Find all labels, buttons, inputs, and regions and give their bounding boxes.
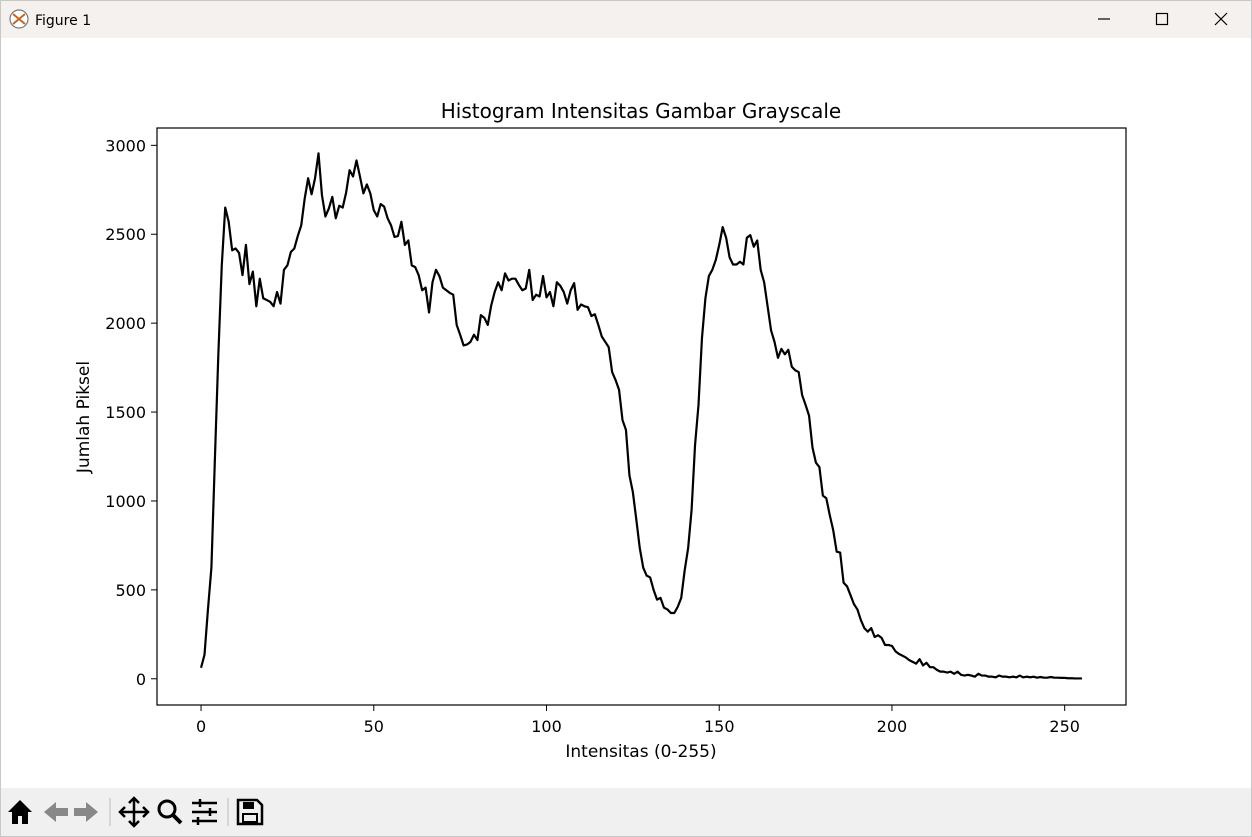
x-tick-label: 100 (531, 717, 562, 736)
chart-title: Histogram Intensitas Gambar Grayscale (441, 99, 841, 123)
y-tick-label: 2000 (105, 314, 146, 333)
y-tick-label: 0 (136, 670, 146, 689)
home-button[interactable] (8, 800, 32, 824)
back-button[interactable] (44, 802, 68, 822)
x-tick-label: 0 (196, 717, 206, 736)
pan-button[interactable] (118, 796, 150, 828)
y-tick-label: 3000 (105, 136, 146, 155)
data-line (199, 152, 1082, 680)
y-tick-label: 1000 (105, 492, 146, 511)
window-title: Figure 1 (35, 13, 91, 29)
zoom-button[interactable] (157, 799, 183, 825)
app-icon (9, 9, 29, 29)
save-button[interactable] (236, 798, 264, 826)
close-button[interactable] (1214, 12, 1228, 26)
x-tick-label: 250 (1049, 717, 1080, 736)
forward-button[interactable] (74, 802, 98, 822)
y-tick-label: 500 (115, 581, 146, 600)
y-tick-label: 2500 (105, 225, 146, 244)
maximize-button[interactable] (1155, 12, 1169, 26)
toolbar (1, 788, 1251, 836)
x-tick-label: 150 (704, 717, 735, 736)
configure-button[interactable] (192, 799, 217, 825)
x-tick-label: 50 (364, 717, 384, 736)
y-axis-label: Jumlah Piksel (74, 361, 94, 474)
plot-frame (156, 127, 1127, 706)
y-tick-label: 1500 (105, 403, 146, 422)
x-tick-label: 200 (877, 717, 908, 736)
x-axis-label: Intensitas (0-255) (565, 742, 716, 762)
title-bar (0, 0, 1252, 38)
